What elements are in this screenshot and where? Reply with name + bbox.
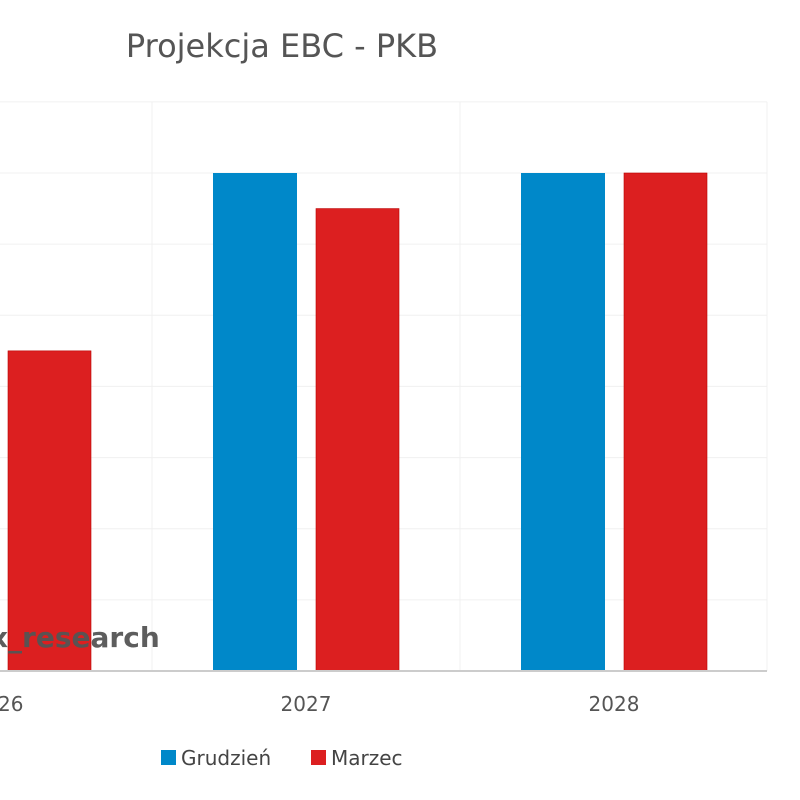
- legend-item-marzec[interactable]: Marzec: [311, 746, 403, 770]
- bar-grudzie-2027[interactable]: [213, 173, 297, 671]
- chart-title: Projekcja EBC - PKB: [126, 27, 438, 65]
- legend-swatch: [161, 750, 176, 765]
- x-tick-labels: 2026 2027 2028: [0, 692, 639, 716]
- x-tick-label: 2028: [589, 692, 640, 716]
- legend-swatch: [311, 750, 326, 765]
- legend[interactable]: Grudzień Marzec: [161, 746, 403, 770]
- bar-marzec-2027[interactable]: [315, 208, 400, 672]
- legend-label: Grudzień: [181, 746, 271, 770]
- legend-label: Marzec: [331, 746, 403, 770]
- bar-marzec-2028[interactable]: [623, 172, 708, 672]
- bars: [7, 172, 708, 672]
- watermark: x_research: [0, 621, 160, 654]
- bar-grudzie-2028[interactable]: [521, 173, 605, 671]
- legend-item-grudzie[interactable]: Grudzień: [161, 746, 271, 770]
- x-tick-label: 2027: [281, 692, 332, 716]
- x-tick-label: 2026: [0, 692, 23, 716]
- bar-marzec-2026[interactable]: [7, 350, 92, 672]
